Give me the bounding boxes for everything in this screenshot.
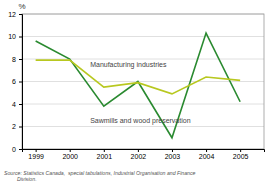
y-tick-mark [19, 127, 22, 128]
x-tick-mark [172, 149, 173, 152]
x-tick-mark [104, 149, 105, 152]
source-line: Division. [4, 176, 37, 182]
y-tick: 4 [12, 101, 22, 108]
y-tick-mark [19, 37, 22, 38]
grid [22, 14, 264, 149]
y-tick-label: 6 [12, 78, 16, 85]
x-tick: 2000 [62, 149, 78, 160]
plot: 1999 2000 2001 2002 2003 2004 2005 0 2 4 6 8 10 12 Man… [8, 11, 264, 160]
annotation: Manufacturing industries [90, 61, 167, 69]
x-tick-label: 2003 [165, 153, 181, 160]
annotations: Manufacturing industries Sawmills and woo… [90, 61, 190, 125]
y-tick: 2 [12, 123, 22, 130]
source-note: Source: Statistics Canada, special tabul… [4, 170, 196, 183]
x-tick-label: 2005 [233, 153, 249, 160]
series-line [36, 33, 241, 138]
series-line [36, 60, 241, 94]
grid-line [22, 104, 264, 105]
y-tick-mark [19, 104, 22, 105]
grid-line [22, 81, 264, 82]
y-tick-label: 8 [12, 56, 16, 63]
y-axis-label: % [18, 2, 25, 11]
grid-line [22, 36, 264, 37]
x-tick-label: 2004 [199, 153, 215, 160]
y-tick-mark [19, 82, 22, 83]
x-tick: 2003 [165, 149, 181, 160]
y-tick: 0 [12, 146, 22, 153]
plot-frame [22, 14, 264, 149]
x-tick-mark [240, 149, 241, 152]
x-tick-label: 2001 [97, 153, 113, 160]
x-tick: 2004 [199, 149, 215, 160]
y-axis: 0 2 4 6 8 10 12 [8, 11, 22, 153]
x-tick-mark [138, 149, 139, 152]
y-tick-mark [19, 149, 22, 150]
grid-line [22, 126, 264, 127]
x-axis-line [23, 150, 265, 153]
x-tick-label: 2000 [62, 153, 78, 160]
x-tick: 2002 [131, 149, 147, 160]
x-tick-mark [70, 149, 71, 152]
x-tick-label: 1999 [28, 153, 44, 160]
y-tick: 8 [12, 56, 22, 63]
x-tick-mark [36, 149, 37, 152]
y-tick-mark [19, 14, 22, 15]
lines [36, 33, 241, 138]
chart: 1999 2000 2001 2002 2003 2004 2005 0 2 4 6 8 10 12 Man… [0, 0, 272, 185]
y-tick: 12 [8, 11, 22, 18]
y-tick-label: 10 [8, 33, 16, 40]
x-tick: 2005 [233, 149, 249, 160]
x-tick-label: 2002 [131, 153, 147, 160]
x-axis: 1999 2000 2001 2002 2003 2004 2005 [23, 149, 265, 160]
x-tick: 2001 [97, 149, 113, 160]
y-tick-label: 4 [12, 101, 16, 108]
y-tick: 10 [8, 33, 22, 40]
y-tick: 6 [12, 78, 22, 85]
x-tick-mark [206, 149, 207, 152]
source-line: Source: Statistics Canada, special tabul… [4, 170, 196, 176]
y-tick-label: 2 [12, 123, 16, 130]
y-tick-label: 12 [8, 11, 16, 18]
y-tick-label: 0 [12, 146, 16, 153]
annotation: Sawmills and wood preservation [90, 117, 190, 125]
y-tick-mark [19, 59, 22, 60]
y-axis-line [19, 15, 23, 150]
x-tick: 1999 [28, 149, 44, 160]
